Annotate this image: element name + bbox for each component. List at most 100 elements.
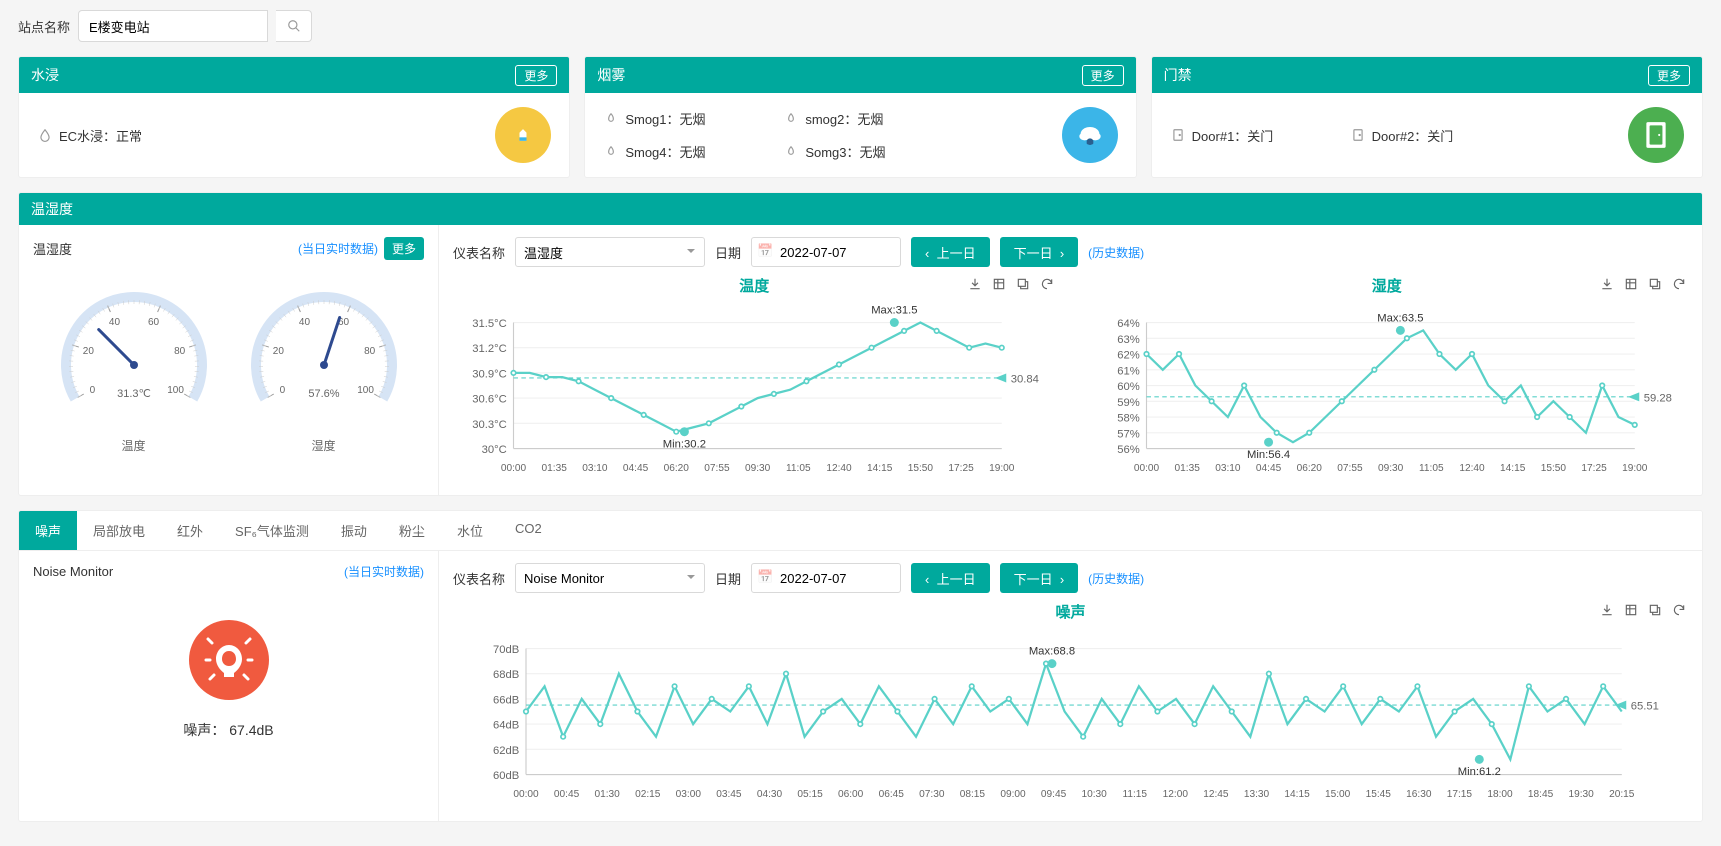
svg-text:58%: 58% bbox=[1117, 413, 1140, 425]
svg-text:40: 40 bbox=[298, 317, 310, 328]
download-icon[interactable] bbox=[966, 275, 984, 293]
door-status-icon bbox=[1170, 127, 1186, 143]
chart-title: 噪声 bbox=[453, 601, 1688, 622]
status-item: Door#1：关门 bbox=[1170, 126, 1310, 145]
svg-text:59%: 59% bbox=[1117, 397, 1140, 409]
date-input[interactable] bbox=[751, 563, 901, 593]
svg-text:0: 0 bbox=[279, 385, 285, 396]
svg-text:62dB: 62dB bbox=[493, 745, 519, 757]
refresh-icon[interactable] bbox=[1670, 275, 1688, 293]
svg-text:30°C: 30°C bbox=[482, 444, 507, 456]
svg-text:80: 80 bbox=[364, 346, 376, 357]
svg-text:04:45: 04:45 bbox=[623, 463, 649, 474]
tab-7[interactable]: CO2 bbox=[499, 511, 558, 550]
gauge-svg: 020406080100 31.3℃ bbox=[49, 280, 219, 430]
meter-label: 仪表名称 bbox=[453, 569, 505, 588]
svg-text:12:40: 12:40 bbox=[826, 463, 852, 474]
tab-5[interactable]: 粉尘 bbox=[383, 511, 441, 550]
svg-text:61%: 61% bbox=[1117, 365, 1140, 377]
water-card: 水浸 更多 EC水浸：正常 bbox=[18, 56, 570, 178]
svg-text:19:30: 19:30 bbox=[1569, 789, 1595, 800]
svg-text:01:35: 01:35 bbox=[1174, 463, 1200, 474]
prev-day-button[interactable]: ‹ 上一日 bbox=[911, 237, 990, 267]
tab-6[interactable]: 水位 bbox=[441, 511, 499, 550]
tab-1[interactable]: 局部放电 bbox=[77, 511, 161, 550]
svg-text:09:30: 09:30 bbox=[745, 463, 771, 474]
next-day-button[interactable]: 下一日 › bbox=[1000, 563, 1079, 593]
gauge-more-button[interactable]: 更多 bbox=[384, 237, 424, 260]
data-view-icon[interactable] bbox=[1622, 601, 1640, 619]
svg-text:Max:31.5: Max:31.5 bbox=[871, 305, 917, 317]
download-icon[interactable] bbox=[1598, 275, 1616, 293]
data-view-icon[interactable] bbox=[990, 275, 1008, 293]
prev-day-button[interactable]: ‹ 上一日 bbox=[911, 563, 990, 593]
svg-text:06:45: 06:45 bbox=[879, 789, 905, 800]
svg-text:00:00: 00:00 bbox=[1133, 463, 1159, 474]
next-day-button[interactable]: 下一日 › bbox=[1000, 237, 1079, 267]
svg-text:01:30: 01:30 bbox=[595, 789, 621, 800]
restore-icon[interactable] bbox=[1646, 601, 1664, 619]
status-item: EC水浸：正常 bbox=[37, 126, 177, 145]
data-view-icon[interactable] bbox=[1622, 275, 1640, 293]
restore-icon[interactable] bbox=[1646, 275, 1664, 293]
svg-text:11:05: 11:05 bbox=[786, 463, 811, 474]
refresh-icon[interactable] bbox=[1670, 601, 1688, 619]
svg-text:80: 80 bbox=[174, 346, 186, 357]
status-text: Smog1：无烟 bbox=[625, 109, 705, 128]
svg-text:03:10: 03:10 bbox=[582, 463, 608, 474]
svg-text:07:30: 07:30 bbox=[919, 789, 945, 800]
svg-text:14:15: 14:15 bbox=[1284, 789, 1310, 800]
download-icon[interactable] bbox=[1598, 601, 1616, 619]
water-big-icon bbox=[495, 107, 551, 163]
svg-text:100: 100 bbox=[357, 385, 374, 396]
svg-text:64dB: 64dB bbox=[493, 720, 519, 732]
svg-text:00:00: 00:00 bbox=[513, 789, 539, 800]
svg-text:12:00: 12:00 bbox=[1163, 789, 1189, 800]
refresh-icon[interactable] bbox=[1038, 275, 1056, 293]
status-item: Smog4：无烟 bbox=[603, 142, 743, 161]
water-status-icon bbox=[37, 127, 53, 143]
svg-text:40: 40 bbox=[108, 317, 120, 328]
svg-text:08:15: 08:15 bbox=[960, 789, 986, 800]
svg-text:18:00: 18:00 bbox=[1487, 789, 1513, 800]
water-more-button[interactable]: 更多 bbox=[515, 65, 557, 86]
smoke-big-icon bbox=[1062, 107, 1118, 163]
svg-text:63%: 63% bbox=[1117, 334, 1140, 346]
site-name-input[interactable] bbox=[78, 10, 268, 42]
realtime-label: (当日实时数据) bbox=[298, 240, 378, 257]
svg-text:13:30: 13:30 bbox=[1244, 789, 1270, 800]
status-text: Somg3：无烟 bbox=[805, 142, 885, 161]
door-more-button[interactable]: 更多 bbox=[1648, 65, 1690, 86]
tab-4[interactable]: 振动 bbox=[325, 511, 383, 550]
svg-text:04:45: 04:45 bbox=[1255, 463, 1281, 474]
status-item: smog2：无烟 bbox=[783, 109, 923, 128]
svg-text:00:45: 00:45 bbox=[554, 789, 580, 800]
meter-select[interactable] bbox=[515, 563, 705, 593]
gauge-label: 湿度 bbox=[239, 437, 409, 454]
svg-text:20:15: 20:15 bbox=[1609, 789, 1635, 800]
smoke-status-icon bbox=[783, 111, 799, 127]
status-text: Door#2：关门 bbox=[1372, 126, 1454, 145]
search-button[interactable] bbox=[276, 10, 312, 42]
smoke-more-button[interactable]: 更多 bbox=[1082, 65, 1124, 86]
svg-text:Max:63.5: Max:63.5 bbox=[1377, 312, 1423, 324]
svg-text:59.28: 59.28 bbox=[1643, 392, 1671, 404]
svg-text:12:45: 12:45 bbox=[1203, 789, 1229, 800]
chart-svg: 70dB68dB66dB64dB62dB60dB 65.51 Max:68.8 … bbox=[453, 626, 1688, 806]
restore-icon[interactable] bbox=[1014, 275, 1032, 293]
svg-text:09:45: 09:45 bbox=[1041, 789, 1067, 800]
svg-text:60: 60 bbox=[147, 317, 159, 328]
noise-icon bbox=[189, 620, 269, 700]
date-input[interactable] bbox=[751, 237, 901, 267]
svg-text:Min:61.2: Min:61.2 bbox=[1458, 766, 1501, 778]
tab-3[interactable]: SF₆气体监测 bbox=[219, 511, 325, 550]
svg-text:65.51: 65.51 bbox=[1631, 701, 1659, 713]
tab-2[interactable]: 红外 bbox=[161, 511, 219, 550]
svg-text:15:50: 15:50 bbox=[1540, 463, 1566, 474]
meter-select[interactable] bbox=[515, 237, 705, 267]
tab-0[interactable]: 噪声 bbox=[19, 511, 77, 550]
svg-text:18:45: 18:45 bbox=[1528, 789, 1554, 800]
svg-text:10:30: 10:30 bbox=[1082, 789, 1108, 800]
gauge-section-title: 温湿度 bbox=[33, 239, 72, 258]
svg-text:68dB: 68dB bbox=[493, 669, 519, 681]
